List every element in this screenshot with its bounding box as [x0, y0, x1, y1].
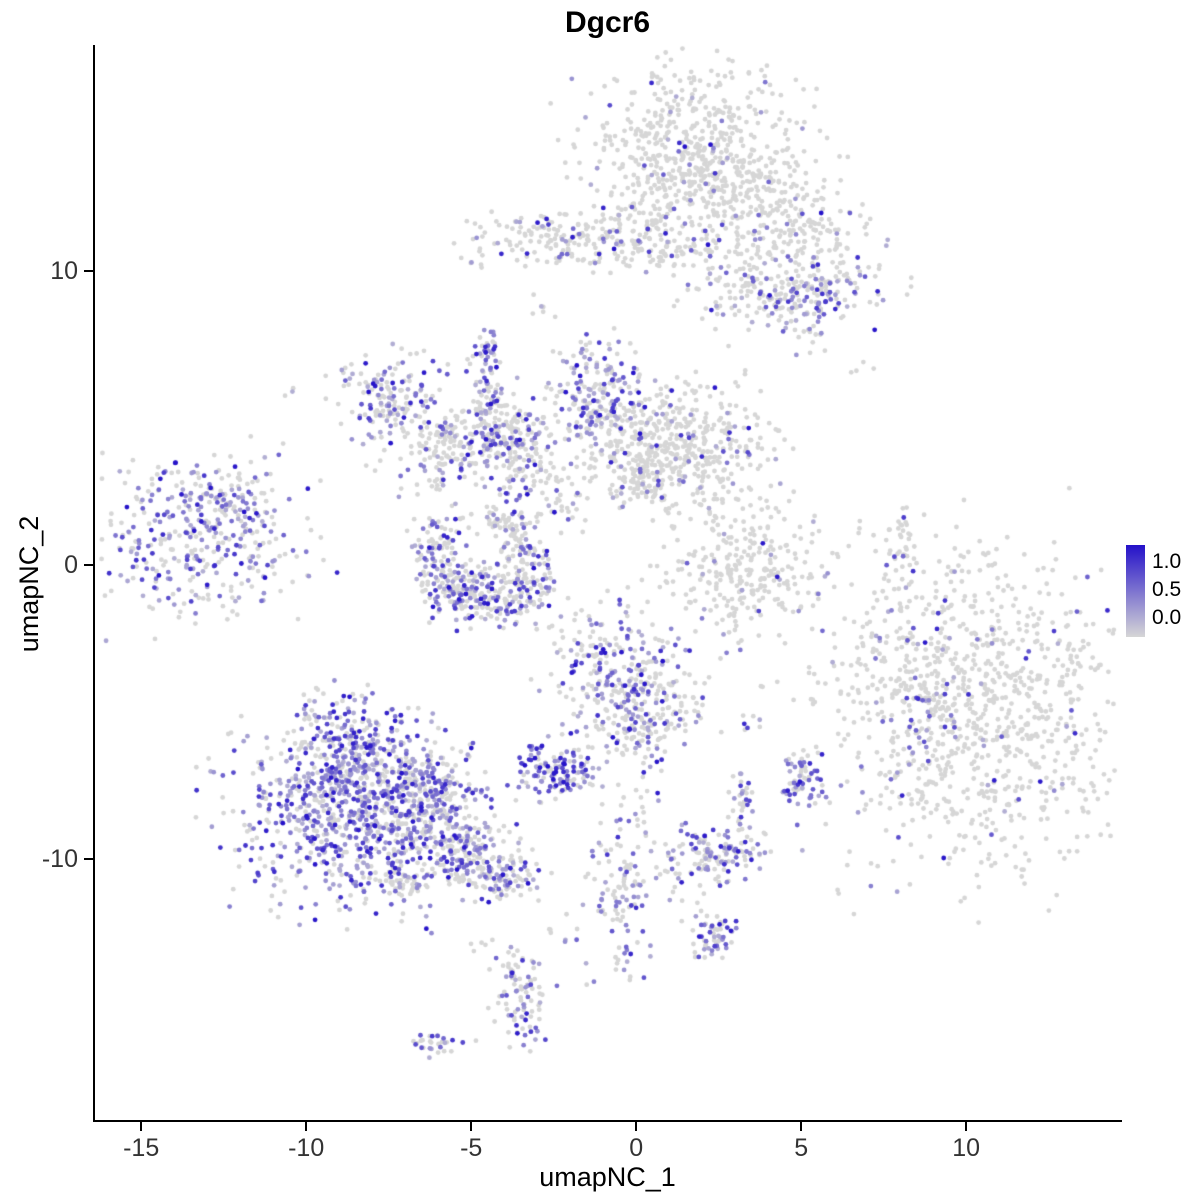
- x-tick-label: -10: [288, 1134, 325, 1162]
- x-tick-mark: [965, 1122, 968, 1131]
- y-axis-line: [93, 45, 95, 1122]
- y-tick-label: 0: [64, 550, 78, 579]
- legend-label-low: 0.0: [1152, 606, 1182, 629]
- y-tick-mark: [84, 563, 93, 566]
- x-tick-label: 10: [952, 1134, 981, 1162]
- x-tick-mark: [800, 1122, 803, 1131]
- x-axis-title: umapNC_1: [539, 1162, 676, 1192]
- y-axis-title: umapNC_2: [14, 515, 44, 653]
- legend-label-mid: 0.5: [1152, 578, 1182, 601]
- legend: 1.0 0.5 0.0: [1126, 545, 1200, 645]
- y-tick-mark: [84, 857, 93, 860]
- x-tick-mark: [140, 1122, 143, 1131]
- legend-label-high: 1.0: [1152, 550, 1182, 573]
- x-tick-mark: [635, 1122, 638, 1131]
- y-tick-mark: [84, 270, 93, 273]
- y-tick-label: 10: [50, 257, 78, 286]
- x-tick-label: 5: [794, 1134, 809, 1162]
- x-axis-line: [93, 1120, 1122, 1122]
- x-tick-label: 0: [629, 1134, 644, 1162]
- y-tick-label: -10: [41, 844, 78, 873]
- legend-gradient-bar: [1126, 545, 1145, 637]
- x-tick-label: -5: [460, 1134, 483, 1162]
- x-tick-mark: [305, 1122, 308, 1131]
- x-tick-label: -15: [123, 1134, 160, 1162]
- x-tick-mark: [470, 1122, 473, 1131]
